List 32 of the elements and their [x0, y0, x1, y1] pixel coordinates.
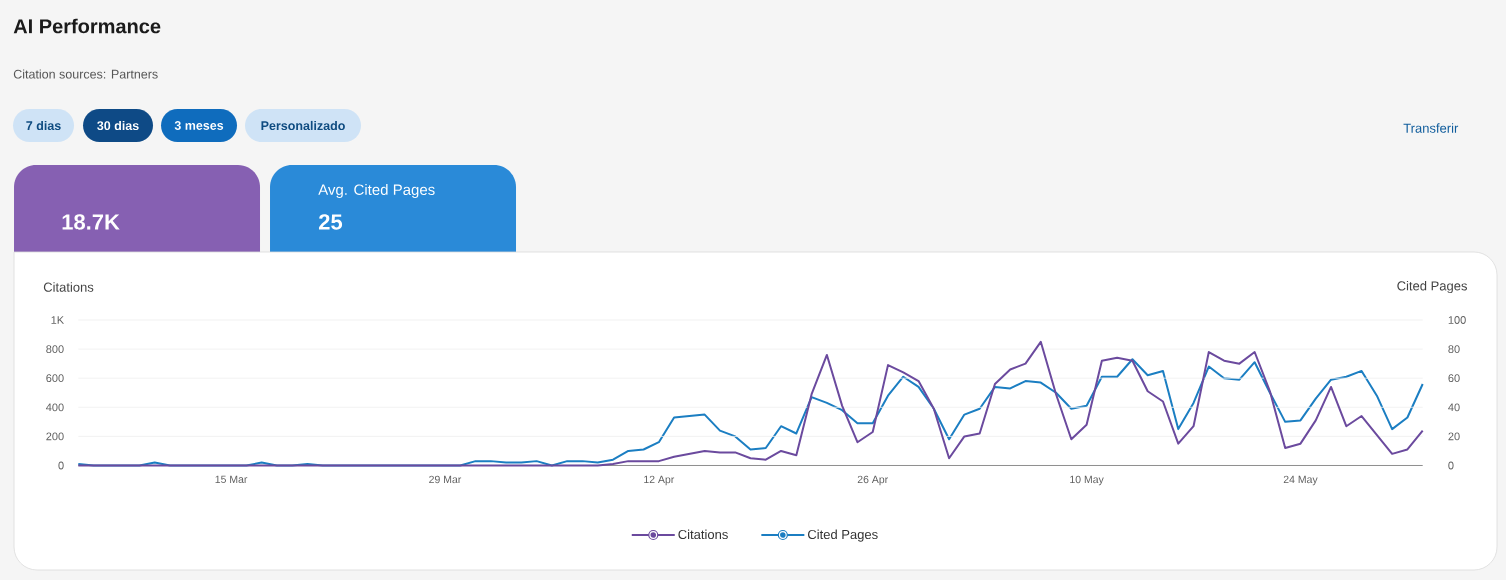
x-tick-label: 26 Apr [857, 475, 888, 486]
y-tick-label: 400 [46, 403, 64, 412]
y2-tick-label: 100 [1448, 316, 1466, 324]
y2-tick-label: 80 [1448, 345, 1460, 353]
y-tick-label: 600 [46, 374, 64, 383]
y-tick-label: 1K [51, 316, 64, 324]
x-tick-label: 10 May [1070, 475, 1104, 486]
text: 3 meses [174, 121, 224, 130]
legend-label: Cited Pages [808, 529, 878, 542]
y2-tick-label: 40 [1448, 403, 1460, 412]
x-tick-label: 15 Mar [215, 475, 248, 484]
text: 30 dias [97, 120, 139, 131]
legend-label: Citations [678, 529, 728, 540]
y2-tick-label: 60 [1448, 374, 1460, 383]
text: Personalizado [261, 120, 345, 131]
y2-axis-title: Cited Pages [1397, 280, 1467, 294]
x-tick-label: 29 Mar [429, 475, 462, 484]
x-tick-label: 24 May [1283, 475, 1318, 486]
y2-tick-label: 0 [1448, 461, 1454, 470]
text: Transferir [1403, 123, 1459, 133]
y-tick-label: 200 [46, 432, 64, 441]
text: Avg. Cited Pages [318, 184, 435, 198]
x-tick-label: 12 Apr [644, 475, 675, 486]
text: 25 [318, 214, 343, 230]
y-tick-label: 0 [58, 461, 64, 470]
y-tick-label: 800 [46, 345, 64, 353]
chart-subtitle: Citation sources: Partners [13, 69, 158, 79]
y2-tick-label: 20 [1448, 432, 1460, 441]
chart-title: AI Performance [13, 18, 161, 34]
text: 7 dias [26, 120, 61, 131]
y-axis-title: Citations [43, 282, 94, 292]
text: 18.7K [62, 214, 120, 230]
